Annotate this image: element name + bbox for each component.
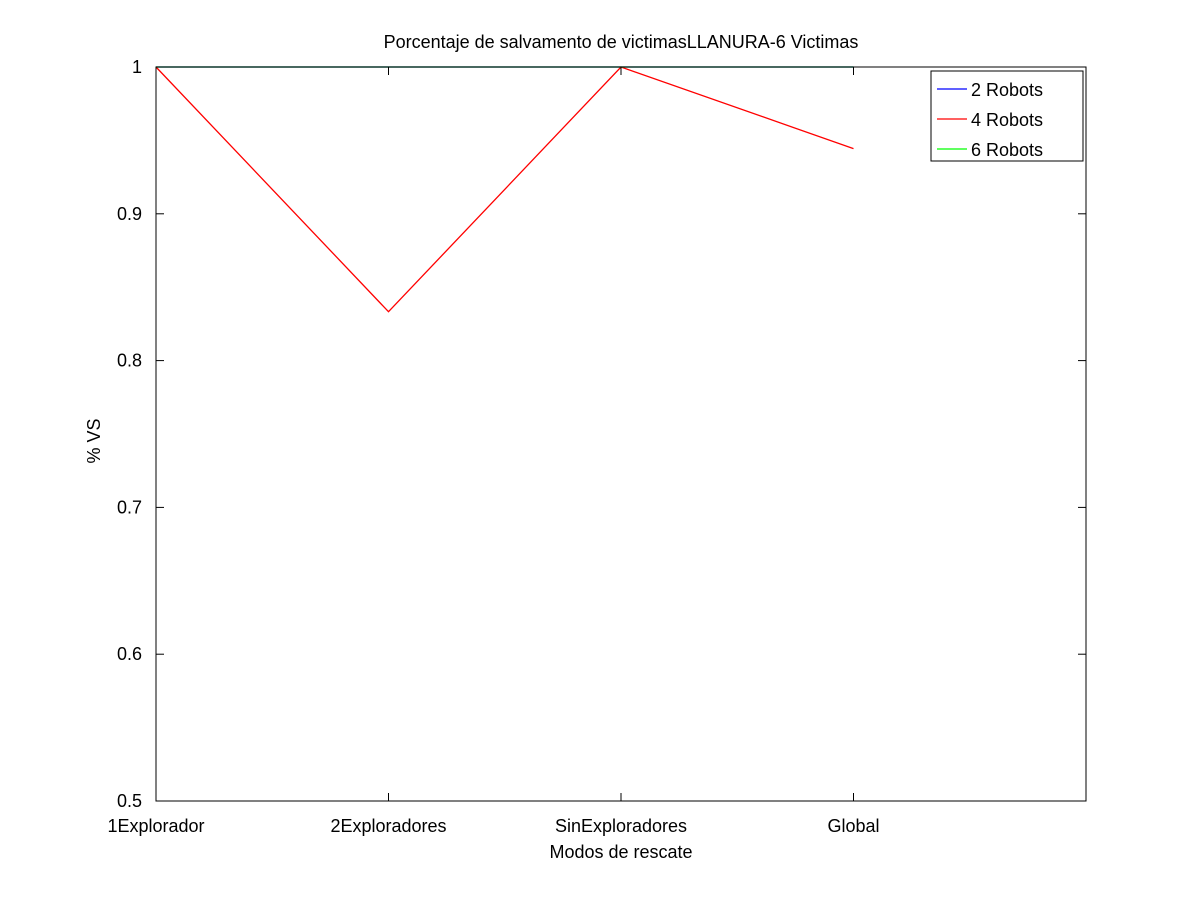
x-axis-label: Modos de rescate [549,842,692,862]
y-tick-label: 0.9 [117,204,142,224]
y-tick-label: 0.8 [117,351,142,371]
axes-layer: 1Explorador 2Exploradores SinExploradores G… [107,57,1087,836]
plot-background [156,67,1086,801]
x-tick-label: SinExploradores [555,816,687,836]
legend-label: 2 Robots [971,80,1043,100]
legend-label: 4 Robots [971,110,1043,130]
legend: 2 Robots 4 Robots 6 Robots [930,70,1084,162]
y-tick-label: 0.7 [117,497,142,517]
y-axis-label: % VS [84,418,104,463]
y-tick-label: 0.5 [117,791,142,811]
x-tick-label: Global [827,816,879,836]
plot-area [156,67,1086,801]
legend-box [930,70,1084,162]
chart-title: Porcentaje de salvamento de victimasLLAN… [384,32,859,52]
y-tick-label: 1 [132,57,142,77]
series-line-4-robots [155,66,854,313]
y-tick-label: 0.6 [117,644,142,664]
x-tick-label: 2Exploradores [330,816,446,836]
legend-label: 6 Robots [971,140,1043,160]
x-tick-label: 1Explorador [107,816,204,836]
